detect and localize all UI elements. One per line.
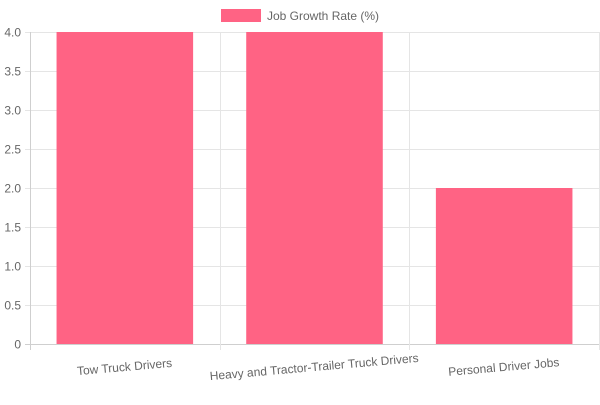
bar[interactable] bbox=[435, 188, 573, 344]
y-tick-label: 0 bbox=[14, 338, 21, 352]
legend-label[interactable]: Job Growth Rate (%) bbox=[267, 9, 379, 23]
bars-layer bbox=[56, 32, 573, 344]
x-tick-label: Tow Truck Drivers bbox=[76, 356, 172, 378]
bar[interactable] bbox=[246, 32, 383, 344]
y-tick-label: 2.5 bbox=[4, 143, 21, 157]
y-tick-label: 1.0 bbox=[4, 260, 21, 274]
x-tick-label: Personal Driver Jobs bbox=[448, 355, 560, 379]
y-tick-label: 2.0 bbox=[4, 182, 21, 196]
legend-swatch[interactable] bbox=[221, 9, 261, 22]
x-tick-label: Heavy and Tractor-Trailer Truck Drivers bbox=[209, 351, 419, 383]
legend[interactable]: Job Growth Rate (%) bbox=[221, 9, 379, 23]
y-tick-label: 4.0 bbox=[4, 26, 21, 40]
bar[interactable] bbox=[56, 32, 194, 344]
y-tick-label: 3.0 bbox=[4, 104, 21, 118]
y-tick-label: 0.5 bbox=[4, 299, 21, 313]
y-tick-label: 1.5 bbox=[4, 221, 21, 235]
y-tick-label: 3.5 bbox=[4, 65, 21, 79]
